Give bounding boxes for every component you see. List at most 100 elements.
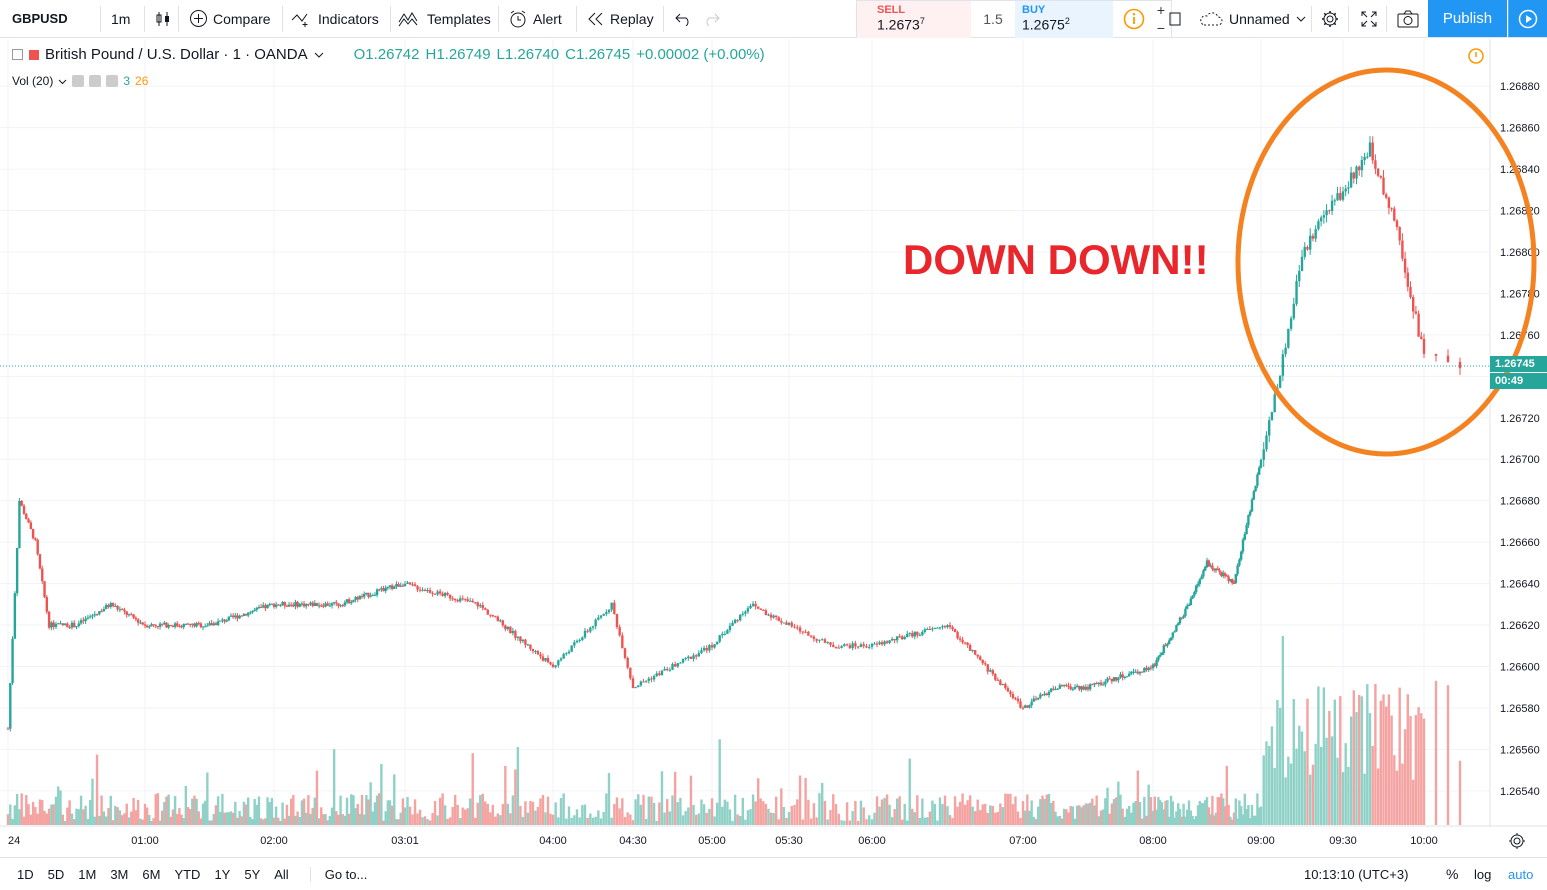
candle-body [195, 623, 198, 627]
volume-bar [1136, 770, 1140, 825]
time-tick-label: 24 [8, 835, 21, 847]
compare-button[interactable]: Compare [181, 0, 279, 37]
candle-body [715, 641, 719, 645]
snapshot-button[interactable] [1389, 0, 1427, 37]
layout-name-button[interactable]: Unnamed [1190, 0, 1315, 37]
candle-body [309, 602, 312, 605]
volume-bar [923, 817, 927, 825]
replay-button[interactable]: Replay [579, 0, 662, 37]
clock-timezone[interactable]: 10:13:10 (UTC+3) [1304, 867, 1409, 882]
volume-bar [18, 809, 21, 825]
candle-body [494, 616, 497, 618]
chart-canvas[interactable]: 1.26880 1.26860 1.26840 1.26820 1.26800 1.267… [0, 39, 1547, 827]
interval-button[interactable]: 1m [111, 10, 131, 27]
volume-bar [903, 803, 906, 825]
candle-body [1344, 188, 1347, 192]
candle-body [1223, 573, 1227, 576]
volume-bar [936, 820, 939, 825]
volume-bar [1262, 755, 1265, 825]
range-button-5y[interactable]: 5Y [244, 866, 261, 882]
price-tick-label: 1.26800 [1500, 247, 1540, 259]
volume-bar [583, 804, 587, 825]
volume-indicator-label[interactable]: Vol (20) [12, 74, 54, 88]
candle-body [307, 603, 310, 605]
volume-bar [613, 803, 616, 825]
volume-bar [1241, 814, 1245, 825]
volume-bar [531, 801, 535, 825]
undo-button[interactable] [667, 0, 701, 37]
volume-bar [554, 802, 557, 825]
volume-bar [679, 797, 682, 825]
sell-button[interactable]: SELL 1.26737 [857, 1, 971, 38]
candle-body [382, 588, 385, 592]
chart-type-button[interactable] [146, 0, 180, 37]
volume-bar [551, 814, 555, 825]
candle-body [15, 547, 19, 594]
candle-body [406, 582, 409, 584]
settings-button[interactable] [1312, 0, 1348, 37]
candle-body [453, 598, 457, 600]
volume-bar [996, 811, 1000, 825]
axis-settings-icon[interactable] [1508, 832, 1526, 855]
auto-scale-toggle[interactable]: auto [1508, 867, 1534, 882]
price-tick-label: 1.26560 [1500, 744, 1540, 756]
series-title[interactable]: British Pound / U.S. Dollar · 1 · OANDA [45, 46, 308, 63]
quantity-stepper[interactable]: + − [1151, 1, 1171, 38]
candle-body [1259, 459, 1263, 468]
annotation-text[interactable]: DOWN DOWN!! [903, 236, 1209, 283]
buy-button[interactable]: BUY 1.26752 [1015, 1, 1113, 38]
settings-icon[interactable] [89, 75, 102, 87]
close-icon[interactable] [106, 75, 119, 87]
candle-body [1058, 685, 1062, 689]
volume-bar [328, 816, 332, 825]
eye-icon[interactable] [72, 75, 85, 87]
volume-bar [272, 817, 276, 825]
qty-minus[interactable]: − [1156, 20, 1166, 36]
candle-body [1265, 435, 1268, 450]
candle-body [971, 650, 974, 652]
volume-bar [1202, 803, 1205, 825]
range-button-all[interactable]: All [274, 866, 289, 882]
volume-bar [456, 804, 459, 825]
volume-bar [242, 801, 246, 825]
volume-bar [1125, 808, 1129, 825]
fullscreen-button[interactable] [1352, 0, 1386, 37]
log-scale-toggle[interactable]: log [1474, 867, 1492, 882]
percent-scale-toggle[interactable]: % [1446, 866, 1459, 882]
redo-button[interactable] [694, 0, 728, 37]
alert-button[interactable]: Alert [500, 0, 570, 37]
volume-bar [1236, 818, 1239, 825]
range-button-ytd[interactable]: YTD [174, 866, 201, 882]
range-button-1d[interactable]: 1D [17, 866, 34, 882]
candle-body [249, 612, 252, 614]
candle-body [1178, 617, 1182, 624]
volume-bar [1214, 812, 1218, 825]
templates-button[interactable]: Templates [390, 0, 499, 37]
volume-bar [1309, 774, 1312, 825]
candle-body [1218, 570, 1221, 572]
indicators-button[interactable]: Indicators [283, 0, 387, 37]
volume-bar [705, 812, 708, 825]
play-button[interactable] [1508, 0, 1547, 37]
qty-plus[interactable]: + [1156, 2, 1166, 18]
volume-bar [1379, 700, 1382, 825]
range-button-1m[interactable]: 1M [78, 866, 97, 882]
publish-button[interactable]: Publish [1428, 0, 1507, 37]
symbol-search[interactable]: GBPUSD [12, 11, 68, 26]
range-button-5d[interactable]: 5D [47, 866, 65, 882]
info-icon[interactable] [1123, 8, 1145, 30]
range-button-1y[interactable]: 1Y [214, 866, 231, 882]
volume-bar [873, 812, 876, 825]
fullscreen-layout-button[interactable] [1159, 0, 1189, 37]
candle-body [1196, 583, 1200, 586]
candle-body [156, 626, 160, 628]
candle-body [1306, 246, 1309, 250]
volume-bar [834, 804, 838, 825]
time-axis[interactable]: 24 01:00 02:00 03:01 04:00 04:30 05:00 05:30 06:… [0, 826, 1547, 856]
goto-date-button[interactable]: Go to... [309, 866, 367, 882]
range-button-3m[interactable]: 3M [110, 866, 129, 882]
range-button-6m[interactable]: 6M [142, 866, 161, 882]
volume-bar [54, 796, 58, 825]
candle-body [259, 607, 263, 609]
collapse-toggle[interactable] [12, 49, 23, 60]
